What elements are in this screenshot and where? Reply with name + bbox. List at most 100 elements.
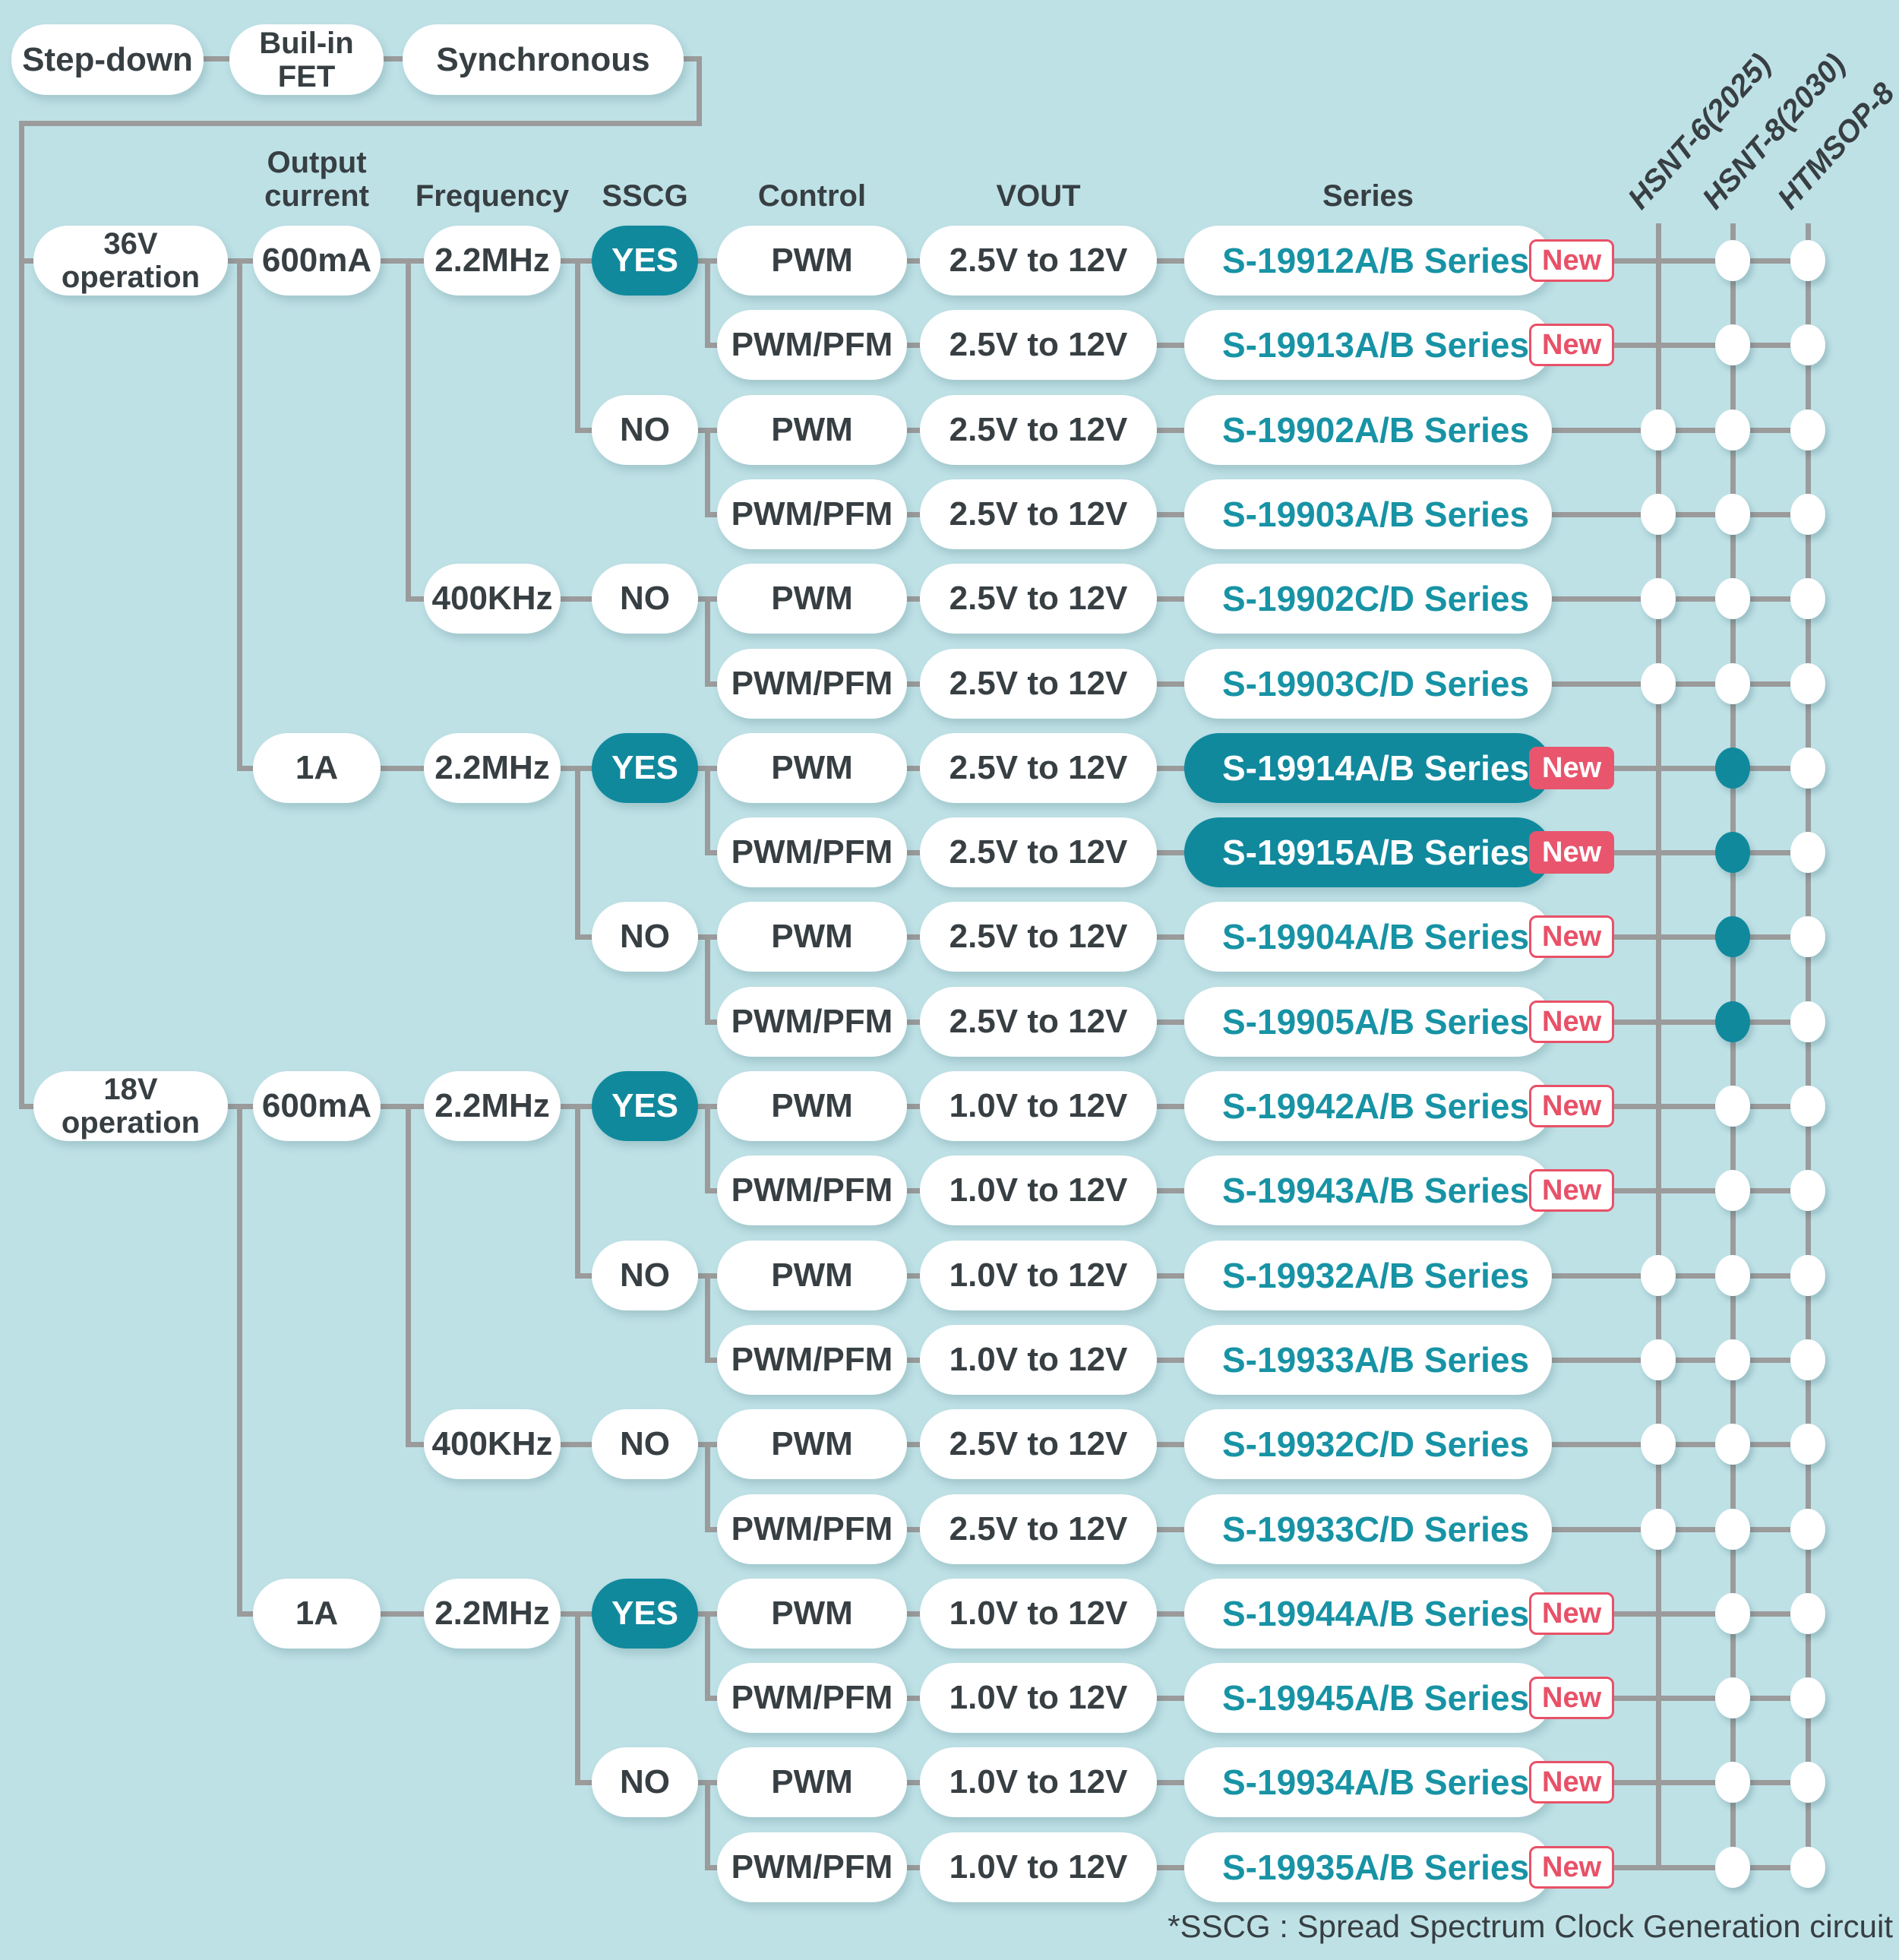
- package-dot: [1790, 1170, 1825, 1211]
- node-output-current: 600mA: [253, 1071, 381, 1141]
- vout-pill: 1.0V to 12V: [920, 1747, 1157, 1817]
- connector-line: [1155, 596, 1186, 602]
- node-frequency: 2.2MHz: [424, 1071, 561, 1141]
- series-name: S-19903C/D Series: [1222, 664, 1530, 703]
- package-dot: [1715, 832, 1750, 873]
- package-dot: [1790, 832, 1825, 873]
- package-dot: [1790, 240, 1825, 281]
- package-dot: [1641, 1424, 1676, 1465]
- connector-line: [1155, 1442, 1186, 1447]
- series-name: S-19932A/B Series: [1222, 1256, 1530, 1295]
- connector-line: [905, 766, 922, 771]
- series-pill: S-19942A/B Series New: [1184, 1071, 1615, 1141]
- control-pill: PWM: [717, 1071, 907, 1141]
- column-header-frequency: Frequency: [415, 179, 570, 213]
- connector-line: [705, 850, 719, 855]
- connector-line: [905, 258, 922, 264]
- connector-line: [378, 1611, 427, 1617]
- connector-line: [19, 121, 702, 126]
- series-pill: S-19905A/B Series New: [1184, 987, 1615, 1057]
- connector-line: [1550, 1020, 1808, 1025]
- new-badge: New: [1529, 1761, 1615, 1804]
- package-dot: [1715, 578, 1750, 619]
- connector-line: [1550, 934, 1808, 940]
- node-output-current: 1A: [253, 733, 381, 803]
- connector-line: [705, 934, 710, 1025]
- series-name: S-19944A/B Series: [1222, 1594, 1530, 1633]
- package-dot: [1790, 578, 1825, 619]
- series-name: S-19935A/B Series: [1222, 1848, 1530, 1887]
- control-pill: PWM/PFM: [717, 479, 907, 549]
- vout-pill: 1.0V to 12V: [920, 1071, 1157, 1141]
- series-pill: S-19903C/D Series: [1184, 649, 1552, 719]
- node-step-down: Step-down: [11, 24, 204, 95]
- connector-line: [1155, 1611, 1186, 1617]
- connector-line: [1155, 1696, 1186, 1701]
- series-name: S-19914A/B Series: [1222, 748, 1530, 788]
- package-dot: [1790, 1001, 1825, 1042]
- connector-line: [905, 1611, 922, 1617]
- control-pill: PWM/PFM: [717, 649, 907, 719]
- series-name: S-19943A/B Series: [1222, 1171, 1530, 1210]
- connector-line: [575, 428, 596, 433]
- connector-line: [237, 766, 255, 771]
- connector-line: [905, 1527, 922, 1532]
- series-pill: S-19902A/B Series: [1184, 395, 1552, 465]
- new-badge: New: [1529, 239, 1615, 282]
- series-name: S-19934A/B Series: [1222, 1762, 1530, 1802]
- vout-pill: 2.5V to 12V: [920, 564, 1157, 634]
- connector-line: [705, 766, 710, 855]
- connector-line: [705, 1020, 719, 1025]
- node-frequency: 2.2MHz: [424, 733, 561, 803]
- connector-line: [905, 850, 922, 855]
- series-name: S-19904A/B Series: [1222, 917, 1530, 956]
- new-badge: New: [1529, 1592, 1615, 1635]
- connector-line: [1550, 1188, 1808, 1193]
- package-dot: [1715, 1762, 1750, 1803]
- connector-line: [378, 258, 427, 264]
- connector-line: [237, 258, 242, 771]
- series-pill: S-19902C/D Series: [1184, 564, 1552, 634]
- node-sscg: NO: [592, 1241, 698, 1310]
- control-pill: PWM: [717, 1409, 907, 1479]
- connector-line: [1550, 1780, 1808, 1785]
- series-pill: S-19904A/B Series New: [1184, 902, 1615, 972]
- series-pill: S-19935A/B Series New: [1184, 1832, 1615, 1902]
- package-dot: [1790, 1847, 1825, 1888]
- vout-pill: 2.5V to 12V: [920, 1409, 1157, 1479]
- package-dot: [1715, 1509, 1750, 1550]
- connector-line: [1550, 428, 1808, 433]
- connector-line: [905, 1780, 922, 1785]
- connector-line: [905, 1358, 922, 1363]
- package-dot: [1790, 1255, 1825, 1296]
- vout-pill: 2.5V to 12V: [920, 817, 1157, 887]
- node-frequency: 400KHz: [424, 564, 561, 634]
- node-sscg: YES: [592, 1071, 698, 1141]
- new-badge: New: [1529, 1001, 1615, 1043]
- column-header-control: Control: [757, 179, 867, 213]
- connector-line: [705, 1865, 719, 1870]
- control-pill: PWM/PFM: [717, 817, 907, 887]
- node-sscg: YES: [592, 733, 698, 803]
- package-dot: [1715, 1593, 1750, 1634]
- connector-line: [1550, 681, 1808, 687]
- connector-line: [705, 1273, 710, 1363]
- connector-line: [905, 1696, 922, 1701]
- connector-line: [1155, 258, 1186, 264]
- package-dot: [1790, 748, 1825, 789]
- connector-line: [705, 1188, 719, 1193]
- package-dot: [1790, 324, 1825, 365]
- control-pill: PWM: [717, 1579, 907, 1649]
- package-dot: [1790, 1509, 1825, 1550]
- connector-line: [1155, 766, 1186, 771]
- connector-line: [905, 1273, 922, 1279]
- package-dot: [1641, 409, 1676, 450]
- control-pill: PWM/PFM: [717, 1663, 907, 1733]
- connector-line: [705, 1358, 719, 1363]
- node-sscg: NO: [592, 1409, 698, 1479]
- control-pill: PWM: [717, 1241, 907, 1310]
- connector-line: [1155, 1780, 1186, 1785]
- connector-line: [1155, 1527, 1186, 1532]
- connector-line: [1155, 428, 1186, 433]
